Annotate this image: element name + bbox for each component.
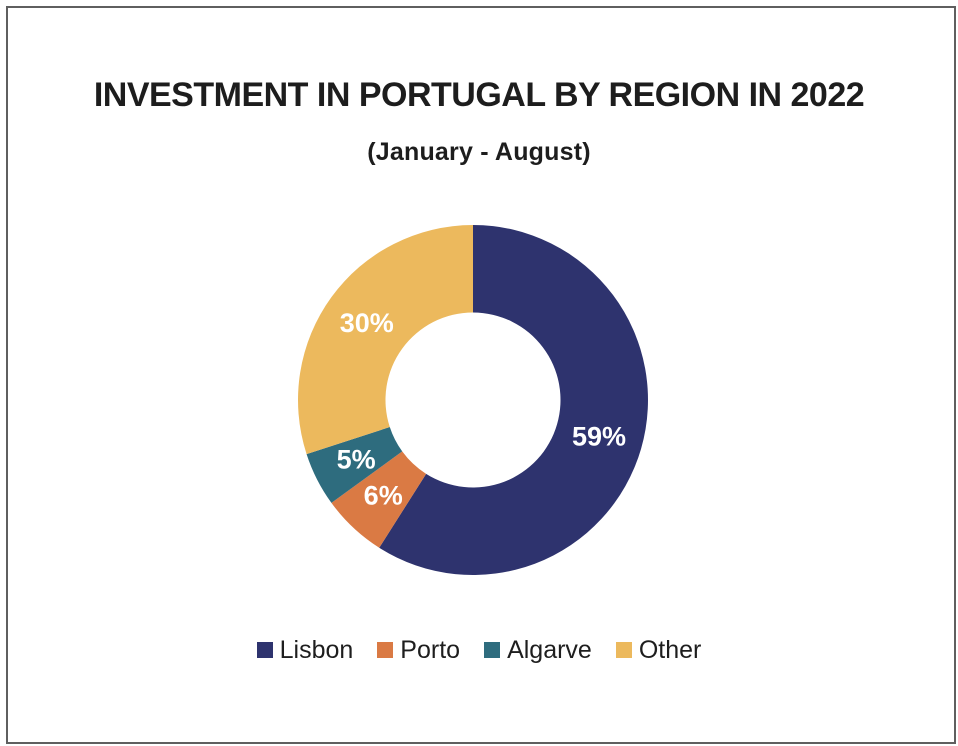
slice-label-porto: 6%: [364, 481, 403, 511]
legend-swatch-algarve: [484, 642, 501, 658]
legend-label-porto: Porto: [400, 635, 461, 664]
slice-label-lisbon: 59%: [572, 422, 626, 452]
donut-segment-porto: [331, 451, 427, 548]
legend-swatch-other: [615, 642, 632, 658]
donut-segment-lisbon: [379, 225, 648, 575]
donut-chart: 59% 6% 5% 30%: [298, 225, 648, 575]
legend-label-other: Other: [638, 635, 702, 664]
legend-swatch-porto: [377, 642, 394, 658]
legend-item-porto: Porto: [377, 635, 461, 664]
chart-legend: Lisbon Porto Algarve Other: [0, 633, 958, 667]
slice-label-algarve: 5%: [337, 445, 376, 475]
legend-item-lisbon: Lisbon: [256, 635, 354, 664]
legend-label-lisbon: Lisbon: [279, 635, 354, 664]
donut-segment-algarve: [306, 427, 403, 503]
legend-label-algarve: Algarve: [507, 635, 592, 664]
chart-title: INVESTMENT IN PORTUGAL BY REGION IN 2022: [93, 76, 865, 114]
legend-item-algarve: Algarve: [484, 635, 592, 664]
legend-swatch-lisbon: [256, 642, 273, 658]
chart-subtitle: (January - August): [367, 138, 591, 166]
donut-segment-other: [298, 225, 473, 455]
legend-item-other: Other: [615, 635, 702, 664]
slice-label-other: 30%: [340, 308, 394, 338]
